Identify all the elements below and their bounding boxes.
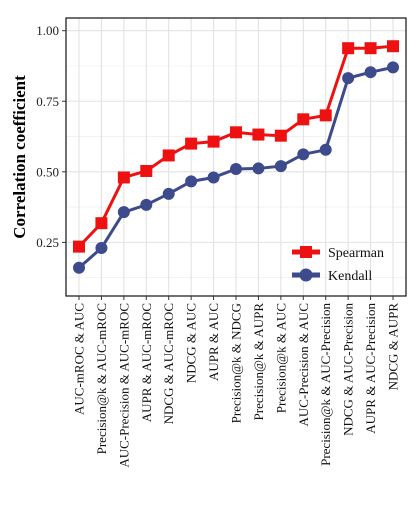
data-point-spearman bbox=[319, 109, 332, 122]
y-tick-label: 0.75 bbox=[36, 94, 59, 109]
data-point-spearman bbox=[73, 240, 85, 253]
data-point-kendall bbox=[387, 61, 399, 74]
data-point-kendall bbox=[162, 187, 175, 200]
data-point-kendall bbox=[342, 72, 355, 85]
x-tick-label: AUPR & AUC bbox=[206, 303, 221, 381]
data-point-spearman bbox=[342, 42, 355, 55]
axes: 0.25 0.50 0.75 1.00 AUC-mROC & AUC Precision@… bbox=[36, 23, 400, 467]
legend: Spearman Kendall bbox=[292, 246, 384, 284]
data-point-spearman bbox=[117, 171, 130, 184]
series-layer bbox=[73, 40, 399, 274]
legend-marker-spearman bbox=[300, 246, 312, 258]
data-point-kendall bbox=[207, 171, 220, 184]
data-point-kendall bbox=[95, 242, 108, 255]
data-point-spearman bbox=[162, 149, 175, 162]
y-axis-label: Correlation coefficient bbox=[10, 75, 29, 239]
x-tick-label: AUC-mROC & AUC bbox=[72, 303, 87, 415]
data-point-kendall bbox=[252, 162, 265, 175]
x-tick-label: NDCG & AUPR bbox=[386, 303, 401, 391]
grid bbox=[66, 18, 406, 296]
data-point-kendall bbox=[230, 162, 242, 175]
data-point-kendall bbox=[274, 160, 287, 173]
data-point-spearman bbox=[95, 217, 108, 230]
data-point-spearman bbox=[207, 135, 220, 148]
legend-label-kendall: Kendall bbox=[328, 269, 372, 284]
x-tick-label: NDCG & AUC-Precision bbox=[341, 303, 356, 436]
data-point-spearman bbox=[185, 137, 198, 150]
x-tick-label: NDCG & AUC bbox=[184, 303, 199, 383]
data-point-kendall bbox=[117, 206, 130, 219]
data-point-kendall bbox=[319, 143, 332, 156]
data-point-spearman bbox=[230, 126, 242, 139]
x-tick-label: Precision@k & NDCG bbox=[229, 303, 244, 423]
x-tick-label: AUPR & AUC-mROC bbox=[139, 303, 154, 422]
x-tick-label: AUC-Precision & AUC bbox=[296, 303, 311, 427]
data-point-kendall bbox=[185, 175, 198, 188]
data-point-kendall bbox=[364, 66, 377, 79]
x-tick-label: AUC-Precision & AUC-mROC bbox=[116, 303, 131, 468]
legend-label-spearman: Spearman bbox=[328, 246, 384, 261]
data-point-spearman bbox=[252, 128, 265, 141]
legend-marker-kendall bbox=[299, 268, 313, 282]
x-tick-label: Precision@k & AUPR bbox=[251, 303, 266, 421]
data-point-spearman bbox=[364, 42, 377, 55]
x-tick-label: Precision@k & AUC-Precision bbox=[318, 303, 333, 466]
data-point-kendall bbox=[297, 148, 310, 161]
data-point-kendall bbox=[73, 261, 85, 274]
y-tick-label: 0.50 bbox=[36, 164, 59, 179]
data-point-spearman bbox=[274, 129, 287, 142]
data-point-kendall bbox=[140, 198, 153, 211]
y-tick-label: 1.00 bbox=[36, 23, 59, 38]
x-tick-label: AUPR & AUC-Precision bbox=[363, 303, 378, 434]
y-tick-label: 0.25 bbox=[36, 235, 59, 250]
data-point-spearman bbox=[387, 40, 399, 53]
data-point-spearman bbox=[297, 113, 310, 126]
x-tick-label: Precision@k & AUC bbox=[273, 303, 288, 413]
x-tick-label: Precision@k & AUC-mROC bbox=[94, 303, 109, 454]
data-point-spearman bbox=[140, 164, 153, 177]
x-tick-label: NDCG & AUC-mROC bbox=[161, 303, 176, 424]
